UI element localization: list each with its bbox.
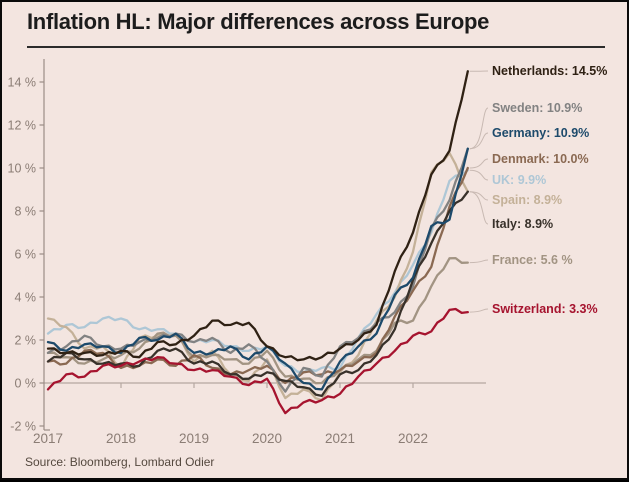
source-note: Source: Bloomberg, Lombard Odier <box>25 455 214 469</box>
y-tick-label: 6 % <box>14 248 36 262</box>
y-tick-label: 12 % <box>8 119 37 133</box>
x-tick-label: 2017 <box>33 431 63 446</box>
x-tick-label: 2019 <box>179 431 209 446</box>
series-label-uk: UK: 9.9% <box>492 172 546 188</box>
x-tick-label: 2018 <box>106 431 136 446</box>
series-label-spain: Spain: 8.9% <box>492 192 562 208</box>
y-tick-label: 2 % <box>14 334 36 348</box>
label-connector-line <box>470 309 488 312</box>
series-label-sweden: Sweden: 10.9% <box>492 100 582 116</box>
y-tick-label: 10 % <box>8 162 37 176</box>
y-tick-label: 8 % <box>14 205 36 219</box>
x-tick-label: 2021 <box>325 431 355 446</box>
series-label-italy: Italy: 8.9% <box>492 216 553 232</box>
label-connector-line <box>470 192 488 224</box>
label-connector-line <box>470 108 488 149</box>
y-tick-label: 0 % <box>14 377 36 391</box>
x-tick-label: 2020 <box>252 431 282 446</box>
label-connector-line <box>470 159 488 168</box>
y-tick-label: 4 % <box>14 291 36 305</box>
series-label-germany: Germany: 10.9% <box>492 125 589 141</box>
series-label-netherlands: Netherlands: 14.5% <box>492 63 607 79</box>
label-connector-line <box>470 133 488 149</box>
series-label-denmark: Denmark: 10.0% <box>492 151 589 167</box>
series-line-denmark <box>48 168 468 383</box>
series-label-switzerland: Switzerland: 3.3% <box>492 301 598 317</box>
label-connector-line <box>470 170 488 180</box>
label-connector-line <box>470 260 488 263</box>
x-tick-label: 2022 <box>398 431 428 446</box>
y-tick-label: 14 % <box>8 76 37 90</box>
series-label-france: France: 5.6 % <box>492 252 573 268</box>
